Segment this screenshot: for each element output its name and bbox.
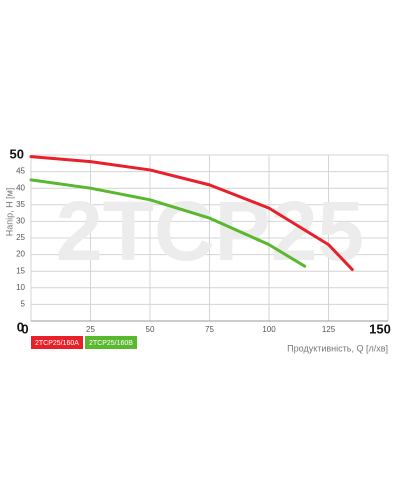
x-tick-label: 75	[205, 325, 214, 334]
legend-label: 2TCP25/160A	[35, 340, 79, 347]
y-axis-label: Напір, H [м]	[4, 188, 14, 237]
y-tick-label: 20	[16, 250, 25, 259]
y-tick-label: 10	[16, 283, 25, 292]
y-tick-label: 0	[17, 319, 24, 334]
y-tick-label: 40	[16, 183, 25, 192]
x-tick-label: 150	[369, 321, 391, 336]
series-line	[29, 178, 307, 268]
x-tick-label: 50	[146, 325, 155, 334]
legend-label: 2TCP25/160B	[89, 340, 133, 347]
y-tick-label: 5	[21, 300, 26, 309]
y-tick-label: 30	[16, 217, 25, 226]
y-tick-label: 50	[10, 146, 24, 161]
series-line	[29, 155, 354, 272]
x-tick-label: 0	[21, 321, 28, 336]
x-tick-label: 100	[262, 325, 276, 334]
y-tick-label: 15	[16, 266, 25, 275]
y-tick-label: 35	[16, 200, 25, 209]
x-tick-label: 25	[86, 325, 95, 334]
y-tick-label: 25	[16, 233, 25, 242]
x-axis-label: Продуктивність, Q [л/хв]	[287, 343, 388, 353]
legend-swatch	[31, 336, 83, 349]
x-tick-label: 125	[322, 325, 336, 334]
y-tick-label: 45	[16, 167, 25, 176]
legend-swatch	[85, 336, 137, 349]
watermark: 2TCP25	[56, 184, 364, 278]
